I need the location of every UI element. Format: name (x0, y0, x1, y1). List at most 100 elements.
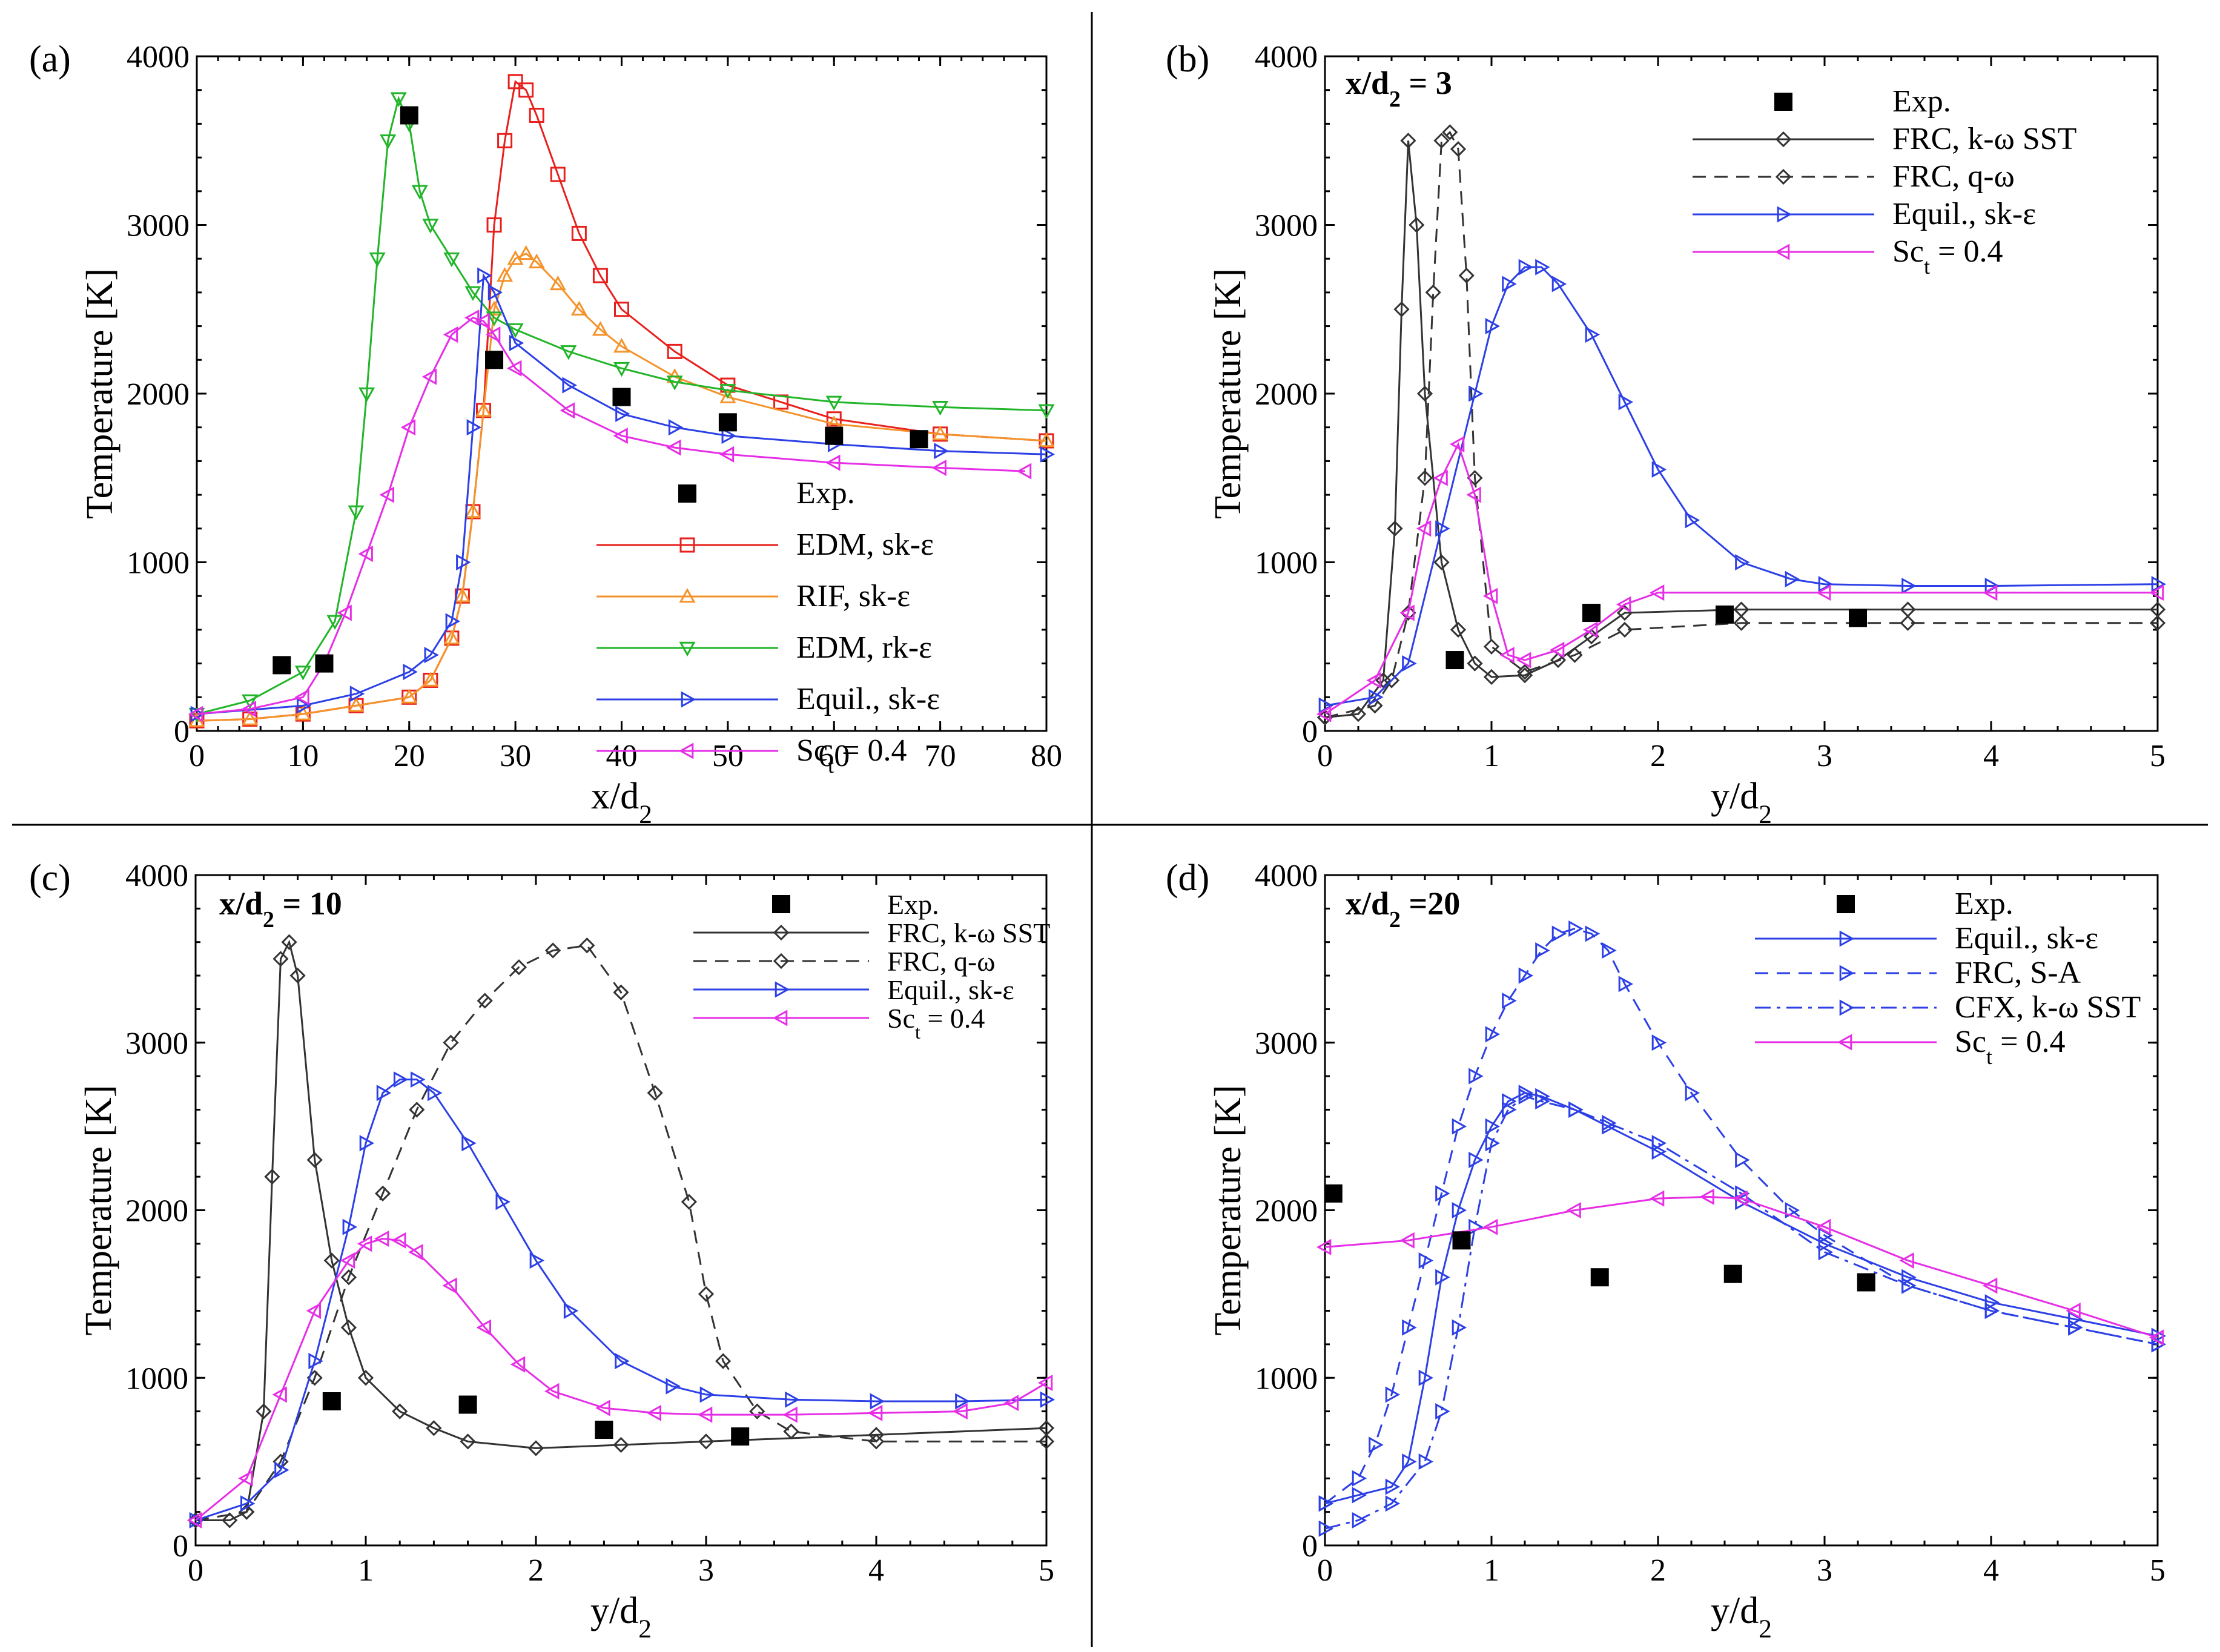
x-tick-label: 60 (818, 739, 850, 773)
data-point (1402, 1319, 1417, 1336)
data-point (421, 368, 437, 385)
x-tick-label: 5 (1039, 1553, 1054, 1588)
data-point (1316, 705, 1332, 722)
exp-point (1452, 1231, 1471, 1250)
y-axis-label-main: Temperature [K] (1207, 268, 1249, 519)
data-point (1485, 318, 1501, 335)
data-point (867, 1404, 883, 1421)
station-annotation-sub: 2 (1389, 907, 1401, 933)
data-point (443, 326, 458, 343)
data-point (428, 1085, 443, 1102)
data-point (357, 1235, 372, 1252)
data-point (294, 689, 309, 705)
data-point (749, 1403, 765, 1419)
data-point (563, 1303, 579, 1320)
x-tick-label: 3 (1817, 739, 1832, 773)
data-point (613, 984, 629, 1000)
x-tick-label: 0 (1317, 739, 1333, 773)
data-point (326, 615, 343, 630)
data-point (719, 446, 735, 463)
data-point (698, 1433, 715, 1450)
legend-marker (773, 924, 790, 941)
station-annotation-main: x/d (1346, 65, 1389, 101)
data-point (408, 1244, 423, 1261)
series-line (195, 1079, 1047, 1521)
y-axis-label: Temperature [K] (1207, 1085, 1249, 1336)
station-annotation-tail: =20 (1401, 885, 1460, 922)
data-point (1649, 1190, 1665, 1207)
x-tick-label: 0 (189, 739, 205, 773)
data-point (2149, 1329, 2164, 1346)
data-point (529, 1252, 545, 1269)
data-point (1402, 655, 1417, 672)
data-point (1435, 1403, 1450, 1420)
data-point (342, 1218, 357, 1235)
data-point (1400, 133, 1416, 149)
data-point (466, 419, 482, 436)
data-point (1366, 672, 1381, 689)
data-point (477, 267, 492, 284)
station-annotation: x/d2 =20 (1346, 885, 1460, 933)
series-line (1324, 266, 2158, 707)
legend-label-sub: t (1924, 254, 1930, 279)
data-point (932, 425, 949, 441)
exp-point (1849, 609, 1867, 627)
data-point (1383, 672, 1400, 689)
x-axis-label-main: x/d (591, 776, 639, 817)
data-point (308, 1353, 323, 1370)
data-point (464, 286, 481, 301)
series-sc-t-0-4 (187, 1231, 1053, 1529)
data-point (783, 1423, 799, 1439)
data-point (497, 266, 514, 282)
data-point (1651, 461, 1667, 478)
data-point (1485, 1026, 1501, 1043)
y-tick-label: 2000 (1255, 377, 1318, 412)
data-point (1899, 1252, 1914, 1269)
data-point (2149, 584, 2164, 601)
panel-a: 0 10 20 30 40 50 60 70 80 0 1000 2000 3000 4000 x/d2 Te… (29, 39, 1062, 829)
legend-exp-label: Exp. (887, 889, 939, 920)
legend-label: Equil., sk-ε (796, 682, 940, 716)
y-tick-label: 3000 (125, 1026, 188, 1061)
legend-label: Sct = 0.4 (796, 733, 907, 778)
data-point (475, 401, 492, 417)
data-point (240, 1495, 256, 1512)
data-point (614, 302, 629, 317)
legend-label: EDM, sk-ε (796, 527, 934, 562)
data-point (1568, 1101, 1584, 1118)
data-point (487, 284, 503, 301)
data-point (1483, 638, 1500, 655)
exp-point (322, 1392, 341, 1410)
legend-label-sub: t (828, 753, 834, 778)
exp-point (825, 426, 844, 445)
x-tick-label: 1 (1484, 1553, 1499, 1588)
data-point (1433, 469, 1448, 486)
data-point (1733, 1190, 1748, 1207)
y-axis-label-main: Temperature [K] (78, 1085, 119, 1336)
legend-label-tail: = 0.4 (920, 1003, 985, 1034)
data-point (1369, 1436, 1384, 1453)
y-tick-label: 4000 (127, 40, 190, 74)
data-point (1535, 1093, 1550, 1110)
exp-point (612, 388, 631, 406)
data-point (188, 705, 203, 722)
data-point (1433, 133, 1450, 149)
station-annotation-tail: = 3 (1401, 65, 1452, 101)
data-point (1518, 967, 1534, 984)
data-point (1449, 436, 1465, 453)
data-point (1651, 1143, 1667, 1160)
legend-exp-label: Exp. (1955, 887, 2014, 921)
data-point (340, 1269, 357, 1286)
exp-point (910, 430, 928, 449)
x-tick-label: 5 (2150, 739, 2165, 773)
series-exp (273, 106, 928, 675)
exp-point (731, 1427, 750, 1446)
x-tick-label: 80 (1031, 739, 1062, 773)
data-point (1468, 1151, 1484, 1169)
data-point (1399, 1232, 1415, 1249)
exp-point (1582, 604, 1601, 623)
